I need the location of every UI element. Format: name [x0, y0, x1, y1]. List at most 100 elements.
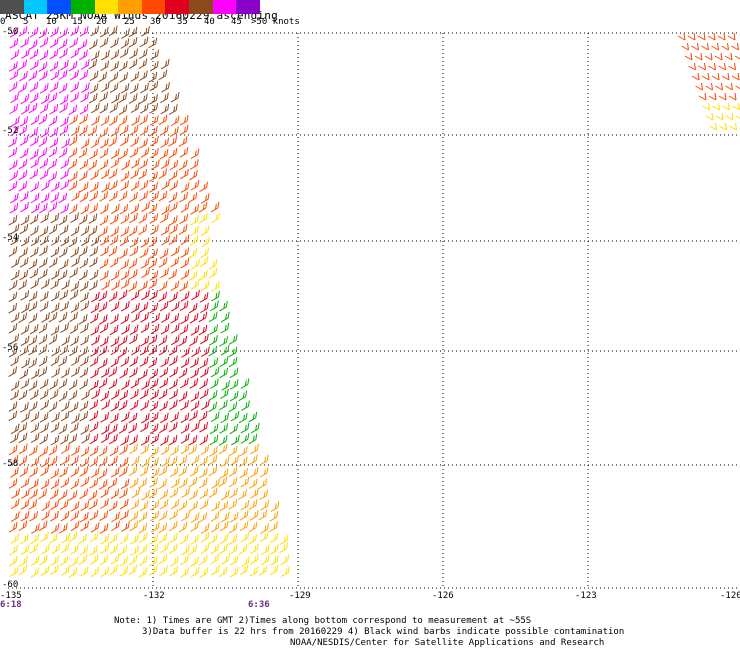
wind-barb — [189, 410, 198, 421]
wind-barb — [50, 302, 60, 314]
wind-barb — [200, 247, 210, 259]
wind-barb — [228, 534, 238, 545]
wind-barb — [18, 455, 28, 466]
wind-barb — [211, 281, 220, 292]
wind-barb — [61, 443, 70, 454]
wind-barb — [148, 488, 158, 499]
wind-barb — [704, 52, 713, 61]
wind-barb — [180, 400, 189, 411]
wind-barb — [38, 61, 48, 72]
wind-barb — [19, 533, 29, 545]
wind-barb — [49, 488, 59, 500]
wind-barb — [139, 180, 149, 191]
wind-barb — [50, 290, 60, 302]
wind-barb — [40, 457, 50, 468]
wind-barb — [79, 159, 89, 170]
wind-barb — [79, 191, 89, 203]
wind-barb — [148, 72, 158, 83]
wind-barb — [98, 314, 108, 325]
wind-barb — [209, 324, 219, 335]
wind-barb — [89, 190, 99, 202]
wind-barb — [168, 170, 178, 181]
wind-barb — [149, 182, 158, 193]
wind-barb — [40, 531, 49, 543]
wind-barb — [70, 466, 80, 478]
time-label: 6:18 — [0, 600, 22, 610]
wind-barb — [138, 567, 148, 578]
wind-barb — [711, 72, 720, 81]
wind-barb — [39, 83, 49, 94]
wind-barb — [80, 138, 90, 149]
wind-barb — [129, 333, 138, 345]
wind-barb — [159, 400, 168, 412]
wind-barb — [40, 278, 50, 290]
wind-barb — [109, 234, 119, 246]
wind-barb — [28, 344, 38, 356]
wind-barb — [158, 510, 168, 521]
wind-barb — [19, 223, 29, 235]
wind-barb — [220, 511, 230, 523]
wind-barb — [10, 125, 19, 137]
wind-barb — [110, 49, 120, 60]
wind-barb — [80, 500, 90, 512]
wind-barb — [131, 302, 140, 314]
wind-barb — [121, 324, 130, 335]
wind-barb — [30, 59, 39, 71]
wind-barb — [179, 114, 189, 126]
wind-barb — [130, 455, 140, 466]
wind-barb — [231, 434, 240, 446]
wind-barb — [228, 356, 238, 368]
wind-barb — [118, 347, 128, 358]
wind-barb — [28, 445, 38, 456]
wind-barb — [228, 499, 238, 510]
wind-barb — [190, 215, 199, 226]
wind-barb — [158, 478, 168, 490]
wind-barb — [50, 279, 59, 290]
wind-barb — [29, 466, 38, 478]
wind-barb — [188, 435, 198, 446]
wind-barb — [200, 367, 209, 378]
wind-barb — [169, 509, 179, 521]
wind-barb — [178, 367, 188, 379]
wind-barb — [250, 543, 259, 555]
wind-barb — [88, 159, 98, 171]
wind-barb — [209, 378, 219, 389]
wind-barb — [90, 522, 100, 533]
wind-barb — [68, 158, 78, 170]
wind-barb — [10, 269, 20, 281]
wind-barb — [119, 533, 129, 545]
wind-barb — [200, 193, 210, 204]
wind-barb — [119, 204, 129, 215]
wind-barb — [168, 421, 178, 433]
wind-barb — [169, 532, 178, 544]
wind-barb — [189, 335, 198, 347]
wind-barb — [19, 269, 29, 281]
wind-barb — [9, 61, 18, 72]
wind-barb — [30, 192, 40, 204]
wind-barb — [179, 213, 189, 225]
wind-barb — [178, 136, 188, 147]
wind-barb — [221, 554, 230, 565]
wind-barb — [18, 158, 28, 170]
wind-barb — [80, 476, 90, 488]
wind-barb — [60, 322, 69, 333]
wind-barb — [29, 510, 39, 522]
wind-barb — [51, 345, 60, 357]
wind-barb — [100, 432, 110, 444]
wind-barb — [130, 168, 139, 179]
wind-barb — [169, 389, 178, 400]
wind-barb — [89, 256, 98, 268]
wind-barb — [118, 400, 128, 411]
wind-barb — [8, 291, 18, 303]
wind-barb — [160, 356, 170, 368]
wind-barb — [19, 70, 28, 82]
wind-barb — [49, 48, 59, 60]
wind-barb — [50, 478, 60, 490]
wind-barb — [120, 379, 130, 391]
wind-barb — [68, 147, 78, 158]
wind-barb — [128, 412, 138, 424]
wind-barb — [30, 422, 40, 433]
wind-barb — [9, 566, 19, 577]
wind-barb — [99, 91, 108, 102]
wind-barb — [109, 256, 119, 268]
